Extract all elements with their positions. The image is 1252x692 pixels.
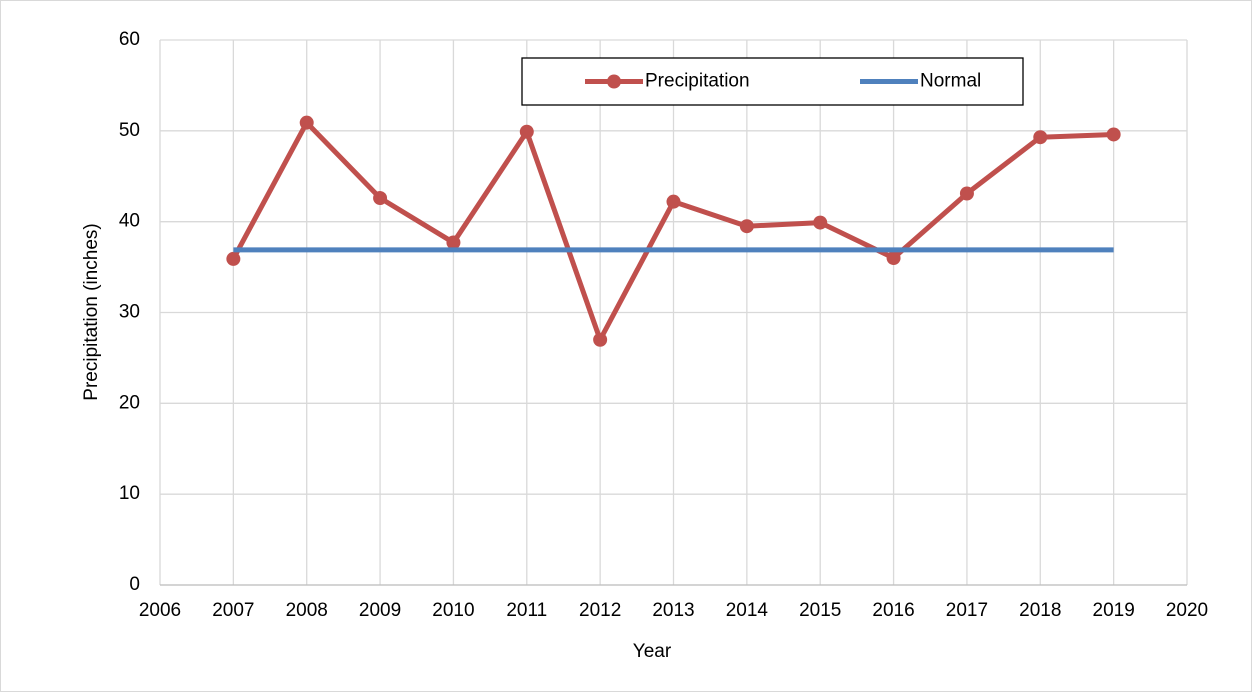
x-tick-label: 2011 [506,600,547,621]
point [226,251,241,266]
legend-label: Normal [920,71,981,92]
point [299,115,314,130]
x-tick-label: 2018 [1019,600,1061,621]
y-tick-label: 10 [119,483,140,504]
x-axis-label: Year [633,641,672,662]
y-tick-label: 40 [119,211,140,232]
x-tick-label: 2006 [139,600,181,621]
legend-label: Precipitation [645,71,750,92]
point [1106,127,1121,142]
legend-marker [607,74,621,89]
point [519,124,534,139]
x-tick-label: 2019 [1093,600,1135,621]
y-axis-label: Precipitation (inches) [81,223,102,400]
x-tick-label: 2020 [1166,600,1208,621]
x-tick-label: 2015 [799,600,841,621]
y-tick-label: 30 [119,302,140,323]
point [1033,130,1048,145]
point [959,186,974,201]
x-tick-label: 2014 [726,600,769,621]
x-tick-label: 2017 [946,600,988,621]
point [813,215,828,230]
y-tick-label: 60 [119,29,140,50]
y-tick-label: 0 [129,574,140,595]
y-tick-label: 20 [119,392,140,413]
point [666,194,681,209]
point [593,332,608,347]
point [446,235,461,250]
y-tick-label: 50 [119,120,140,141]
x-tick-label: 2016 [872,600,914,621]
x-tick-label: 2007 [212,600,254,621]
x-tick-label: 2010 [432,600,474,621]
point [739,219,754,234]
x-tick-label: 2012 [579,600,621,621]
x-tick-label: 2008 [286,600,328,621]
x-tick-label: 2013 [652,600,694,621]
point [373,191,388,206]
point [886,251,901,265]
x-tick-label: 2009 [359,600,401,621]
